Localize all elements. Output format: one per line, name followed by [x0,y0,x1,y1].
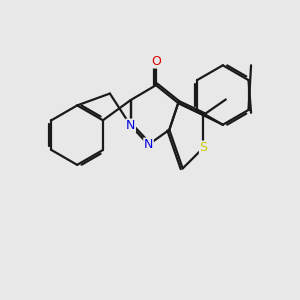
Text: N: N [144,138,153,151]
Text: S: S [200,141,208,154]
Text: N: N [126,119,135,132]
Text: O: O [151,55,161,68]
